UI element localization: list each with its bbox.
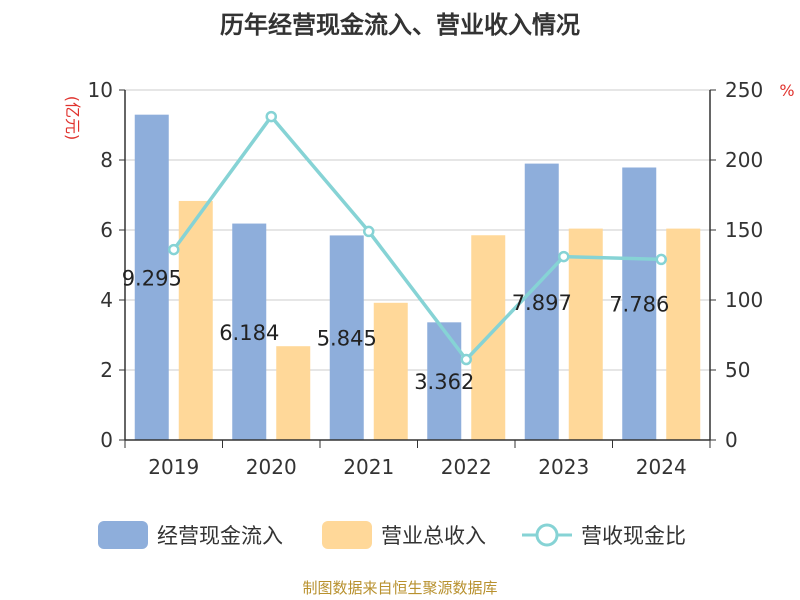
data-label: 7.786 [609,293,669,317]
ratio-point [558,250,570,263]
bar-cash-inflow [232,223,267,440]
bar-cash-inflow [622,167,657,441]
legend-item-revenue[interactable]: 营业总收入 [322,521,486,549]
right-tick-label: 50 [725,358,750,382]
line-series [168,110,667,366]
data-label: 5.845 [317,327,377,351]
right-tick-label: 150 [725,218,763,242]
chart-title: 历年经营现金流入、营业收入情况 [220,11,580,39]
data-label: 6.184 [219,321,279,345]
left-tick-label: 4 [100,288,113,312]
bar-cash-inflow [524,163,559,441]
right-tick-label: 250 [725,78,763,102]
x-tick-label: 2024 [636,455,687,479]
legend[interactable]: 经营现金流入 营业总收入 营收现金比 [98,521,686,549]
gridlines [125,89,710,371]
x-tick-label: 2021 [343,455,394,479]
x-tick-label: 2020 [246,455,297,479]
bar-cash-inflow [134,114,169,441]
ratio-point [265,110,277,123]
ratio-point [460,353,472,366]
legend-label: 营收现金比 [581,524,686,548]
ratio-point [168,243,180,256]
legend-marker [535,523,559,547]
data-label: 7.897 [512,291,572,315]
legend-swatch [98,521,148,549]
legend-label: 营业总收入 [381,524,486,548]
bar-revenue [373,302,408,440]
left-tick-label: 2 [100,358,113,382]
x-tick-label: 2019 [148,455,199,479]
right-tick-label: 0 [725,428,738,452]
bar-cash-inflow [427,322,462,440]
ratio-line [172,113,662,363]
legend-label: 经营现金流入 [157,524,283,548]
legend-item-cash-inflow[interactable]: 经营现金流入 [98,521,283,549]
x-tick-label: 2023 [538,455,589,479]
legend-item-ratio[interactable]: 营收现金比 [522,523,686,548]
bar-revenue [178,200,213,440]
x-axis-ticks: 2019 2020 2021 2022 2023 2024 [124,440,711,479]
left-axis-unit: (亿元) [63,96,82,141]
left-tick-label: 0 [100,428,113,452]
left-tick-label: 10 [88,78,113,102]
data-label: 9.295 [122,266,182,290]
bar-revenue [568,228,603,440]
data-label: 3.362 [414,370,474,394]
bar-cash-inflow [329,235,364,440]
legend-swatch [322,521,372,549]
bar-revenue [666,228,701,440]
right-axis-ticks: 0 50 100 150 200 250 [710,78,763,452]
left-tick-label: 6 [100,218,113,242]
bar-series [134,114,701,441]
right-axis-unit: % [779,81,794,100]
left-tick-label: 8 [100,148,113,172]
x-tick-label: 2022 [441,455,492,479]
left-axis-ticks: 0 2 4 6 8 10 [88,78,125,452]
source-footer: 制图数据来自恒生聚源数据库 [302,579,497,597]
right-tick-label: 100 [725,288,763,312]
right-tick-label: 200 [725,148,763,172]
bar-revenue [276,346,311,440]
ratio-point [655,253,667,266]
data-labels: 9.295 6.184 5.845 3.362 7.897 7.786 [122,266,670,394]
ratio-point [363,225,375,238]
